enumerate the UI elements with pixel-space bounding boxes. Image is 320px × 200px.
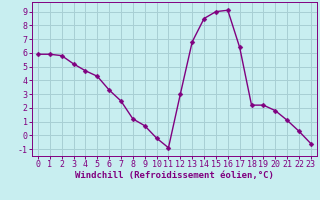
X-axis label: Windchill (Refroidissement éolien,°C): Windchill (Refroidissement éolien,°C) [75,171,274,180]
